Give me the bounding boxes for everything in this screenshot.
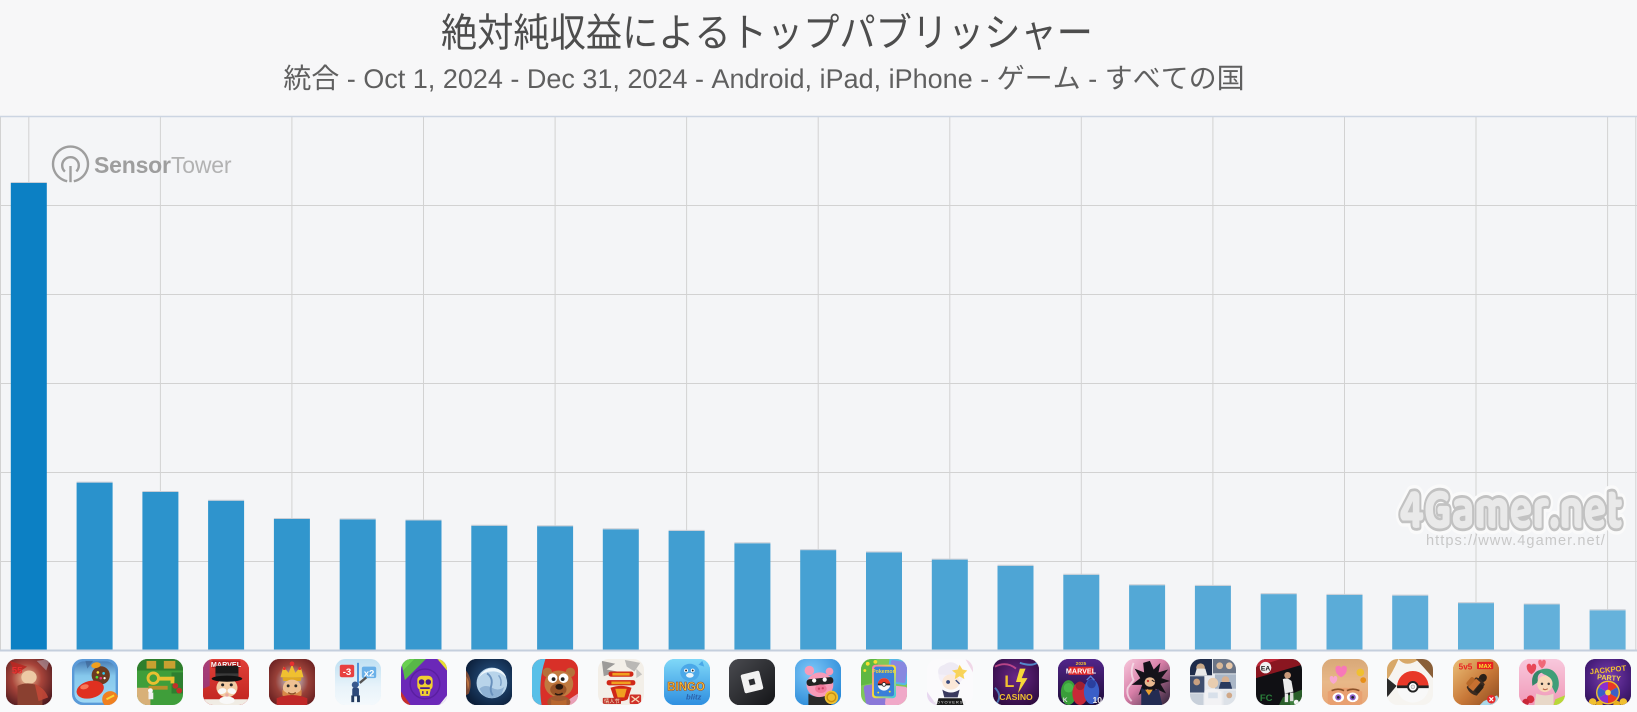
svg-text:MARVEL: MARVEL — [1066, 667, 1097, 675]
svg-text:x2: x2 — [363, 668, 374, 679]
svg-text:10: 10 — [1093, 695, 1103, 705]
svg-text:CASINO: CASINO — [999, 692, 1033, 702]
svg-text:5v5: 5v5 — [1459, 662, 1473, 671]
svg-text:PARTY: PARTY — [1596, 673, 1620, 683]
svg-text:BINGO: BINGO — [667, 681, 705, 693]
svg-text:情人节: 情人节 — [604, 696, 620, 704]
svg-text:-3: -3 — [342, 666, 351, 677]
svg-text:Pokemon: Pokemon — [872, 668, 896, 674]
svg-text:L: L — [1004, 672, 1014, 690]
svg-text:2025: 2025 — [1076, 661, 1087, 667]
svg-text:MAX: MAX — [1479, 664, 1492, 670]
svg-text:EA: EA — [1261, 665, 1270, 672]
svg-text:K: K — [1063, 697, 1068, 704]
svg-text:JACKPOT: JACKPOT — [1589, 663, 1627, 676]
svg-text:blitz: blitz — [686, 692, 701, 701]
svg-text:FC: FC — [1260, 693, 1273, 704]
svg-text:MARVEL: MARVEL — [211, 661, 242, 669]
svg-text:55: 55 — [12, 665, 23, 676]
svg-text:HOYOVERSE: HOYOVERSE — [933, 699, 967, 704]
